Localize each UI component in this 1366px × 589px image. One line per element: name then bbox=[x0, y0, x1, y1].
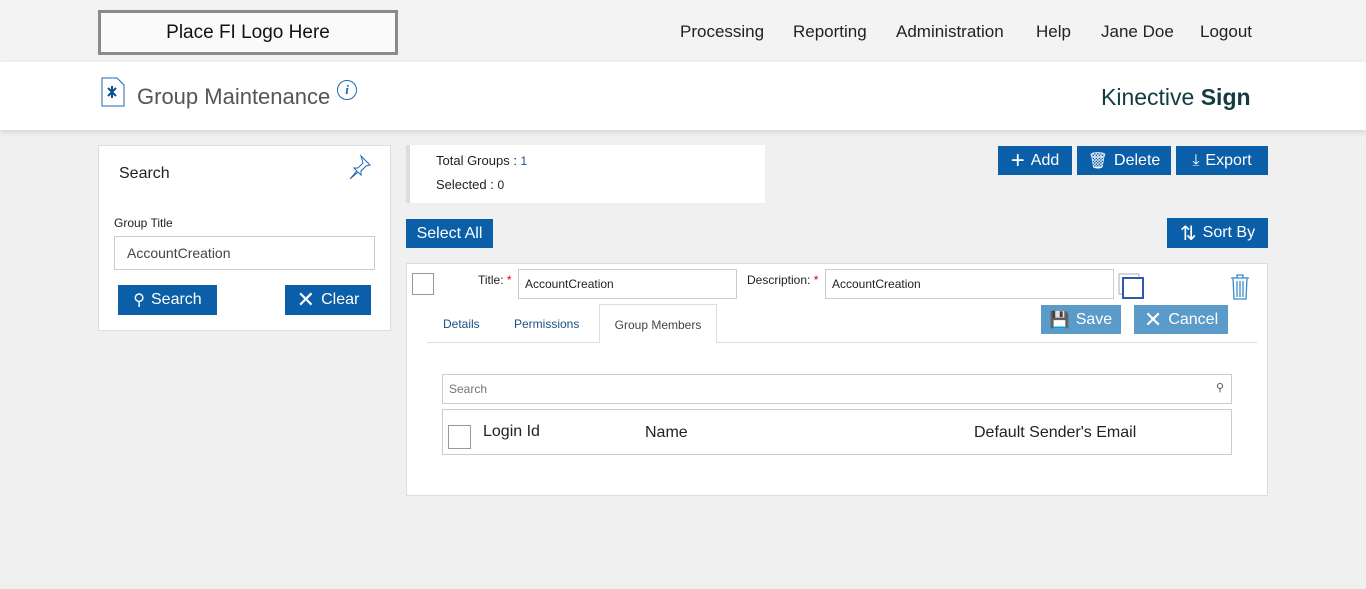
title-input[interactable]: AccountCreation bbox=[518, 269, 737, 299]
search-panel-heading: Search bbox=[119, 165, 170, 182]
search-icon: ⚲ bbox=[1216, 382, 1225, 394]
tab-details[interactable]: Details bbox=[443, 317, 480, 331]
column-default-sender-email[interactable]: Default Sender's Email bbox=[974, 424, 1137, 441]
nav-processing[interactable]: Processing bbox=[680, 22, 765, 41]
brand-logo: Kinective Sign bbox=[1101, 84, 1251, 110]
tab-divider bbox=[427, 342, 1257, 343]
search-icon: ⚲ bbox=[133, 292, 145, 309]
copy-icon[interactable] bbox=[1118, 273, 1146, 301]
delete-button[interactable]: 🗑 Delete bbox=[1077, 146, 1171, 175]
title-label: Title: * bbox=[478, 273, 512, 287]
select-all-members-checkbox[interactable] bbox=[448, 425, 471, 449]
page-title: Group Maintenance bbox=[137, 84, 331, 109]
close-icon: ✕ bbox=[1143, 306, 1163, 332]
nav-help[interactable]: Help bbox=[1036, 22, 1071, 41]
nav-reporting[interactable]: Reporting bbox=[793, 22, 867, 41]
sort-icon: ⇅ bbox=[1179, 222, 1197, 245]
page-header bbox=[0, 62, 1366, 130]
info-icon[interactable]: i bbox=[337, 80, 357, 100]
nav-logout[interactable]: Logout bbox=[1200, 22, 1252, 41]
description-label: Description: * bbox=[747, 273, 819, 287]
fi-logo: Place FI Logo Here bbox=[98, 10, 398, 55]
tab-group-members[interactable]: Group Members bbox=[599, 304, 717, 343]
members-table-header bbox=[442, 409, 1232, 455]
cancel-button[interactable]: ✕ Cancel bbox=[1134, 305, 1228, 334]
summary-box bbox=[406, 145, 765, 203]
clear-button[interactable]: ✕ Clear bbox=[285, 285, 371, 315]
column-login-id[interactable]: Login Id bbox=[483, 423, 540, 440]
trash-icon: 🗑 bbox=[1087, 152, 1109, 170]
group-maintenance-icon bbox=[101, 77, 125, 107]
plus-icon: + bbox=[1010, 146, 1025, 174]
nav-user[interactable]: Jane Doe bbox=[1101, 22, 1174, 41]
save-icon: 💾 bbox=[1049, 311, 1070, 329]
add-button[interactable]: + Add bbox=[998, 146, 1072, 175]
group-title-label: Group Title bbox=[114, 216, 173, 230]
sort-by-button[interactable]: ⇅ Sort By bbox=[1167, 218, 1268, 248]
group-title-input[interactable]: AccountCreation bbox=[114, 236, 375, 270]
pin-icon[interactable] bbox=[347, 153, 373, 179]
close-icon: ✕ bbox=[296, 287, 316, 312]
total-groups: Total Groups : 1 bbox=[436, 153, 528, 168]
selected-count: Selected : 0 bbox=[436, 177, 505, 192]
description-input[interactable]: AccountCreation bbox=[825, 269, 1114, 299]
download-icon: ⤓ bbox=[1192, 151, 1200, 169]
member-search-input[interactable] bbox=[442, 374, 1232, 404]
search-button[interactable]: ⚲ Search bbox=[118, 285, 217, 315]
export-button[interactable]: ⤓ Export bbox=[1176, 146, 1268, 175]
column-name[interactable]: Name bbox=[645, 424, 688, 441]
delete-group-icon[interactable] bbox=[1229, 273, 1251, 301]
select-all-button[interactable]: Select All bbox=[406, 219, 493, 248]
tab-permissions[interactable]: Permissions bbox=[514, 317, 580, 331]
nav-administration[interactable]: Administration bbox=[896, 22, 1004, 41]
group-select-checkbox[interactable] bbox=[412, 273, 434, 295]
save-button[interactable]: 💾 Save bbox=[1041, 305, 1121, 334]
